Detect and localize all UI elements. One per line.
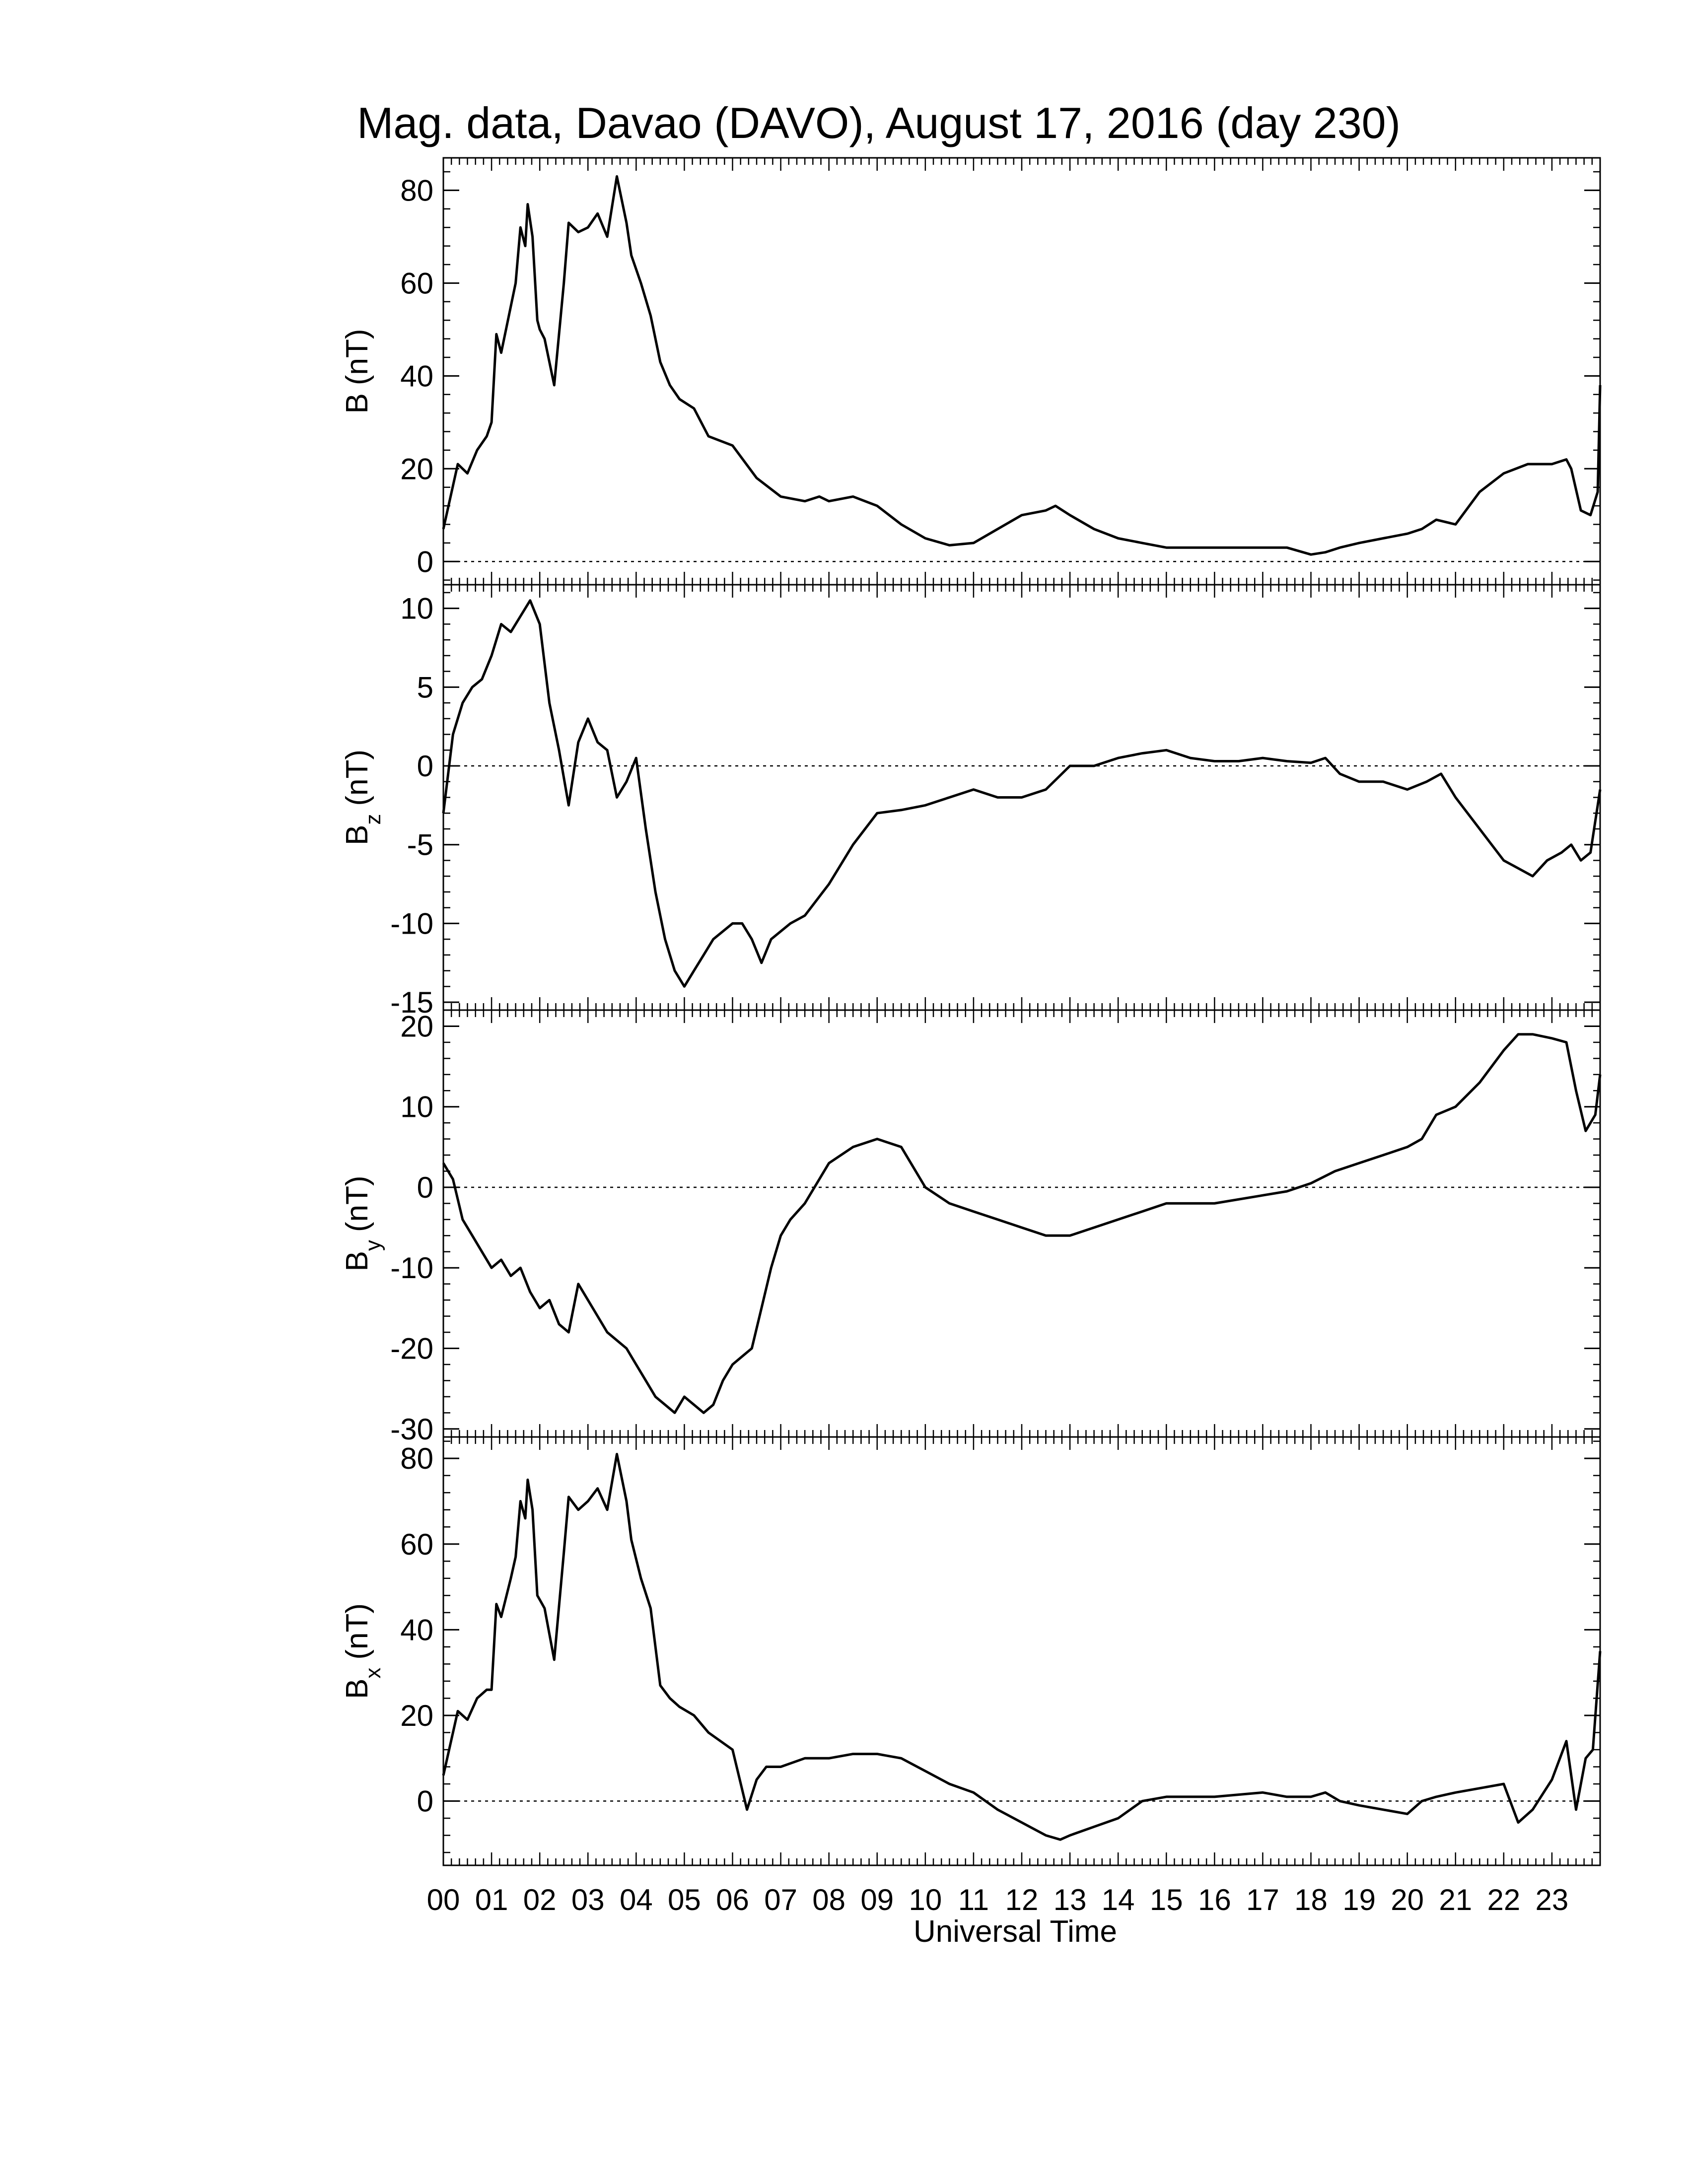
panel-bx: 0 20 40 60 80 Bx(nT) [340, 1436, 1602, 1866]
x-tick-label: 10 [909, 1883, 942, 1916]
x-tick-label: 15 [1150, 1883, 1183, 1916]
y-tick-label: 60 [400, 1528, 433, 1561]
y-tick-label: 0 [417, 1171, 433, 1204]
x-tick-label: 18 [1294, 1883, 1328, 1916]
x-tick-label: 03 [571, 1883, 605, 1916]
y-tick-label: 20 [400, 1010, 433, 1043]
y-axis-label-bx: Bx(nT) [340, 1603, 385, 1699]
y-tick-label: 5 [417, 671, 433, 704]
x-tick-label: 02 [523, 1883, 557, 1916]
y-tick-label: 0 [417, 545, 433, 578]
y-tick-label: -5 [407, 828, 433, 862]
y-tick-label: 60 [400, 267, 433, 300]
series-line-bx [442, 1453, 1602, 1841]
y-axis-label-b: B(nT) [340, 329, 374, 413]
y-tick-label: -10 [390, 1251, 433, 1285]
x-tick-label: 04 [620, 1883, 653, 1916]
y-tick-label: 10 [400, 592, 433, 625]
x-tick-label: 05 [668, 1883, 701, 1916]
y-tick-label: 80 [400, 1442, 433, 1475]
x-tick-label: 07 [764, 1883, 797, 1916]
y-tick-label: -30 [390, 1413, 433, 1446]
panel-by: -30 -20 -10 0 10 20 By(nT) [340, 1009, 1602, 1446]
x-tick-label: 23 [1536, 1883, 1569, 1916]
x-tick-label: 21 [1439, 1883, 1472, 1916]
x-tick-label: 08 [812, 1883, 845, 1916]
series-line-by [442, 1033, 1602, 1414]
x-tick-label: 09 [860, 1883, 894, 1916]
x-tick-label: 14 [1102, 1883, 1135, 1916]
x-tick-label: 22 [1487, 1883, 1520, 1916]
y-axis-label-bz: Bz(nT) [340, 750, 385, 845]
x-tick-label: 20 [1391, 1883, 1424, 1916]
x-tick-label: 19 [1342, 1883, 1376, 1916]
series-line-bz [442, 599, 1602, 988]
y-tick-label: 20 [400, 1699, 433, 1732]
y-tick-label: 0 [417, 1785, 433, 1818]
y-tick-label: -10 [390, 907, 433, 940]
x-axis-label: Universal Time [914, 1914, 1117, 1949]
x-tick-label: 16 [1198, 1883, 1231, 1916]
y-tick-label: 0 [417, 750, 433, 783]
x-tick-label: 06 [716, 1883, 749, 1916]
y-axis-label-by: By(nT) [340, 1175, 385, 1271]
y-tick-label: 20 [400, 452, 433, 485]
panel-b: 0 20 40 60 80 B(nT) [340, 157, 1602, 586]
y-tick-label: -20 [390, 1332, 433, 1365]
x-tick-label: 01 [475, 1883, 508, 1916]
y-tick-label: 10 [400, 1091, 433, 1124]
x-tick-label: 13 [1054, 1883, 1087, 1916]
y-tick-label: -15 [390, 986, 433, 1019]
y-tick-label: 40 [400, 359, 433, 393]
panel-b-frame [442, 157, 1601, 586]
x-axis: 00 01 02 03 04 05 06 07 08 09 10 11 12 13 14 15 16 17 18 19… [427, 1883, 1569, 1916]
y-tick-label: 40 [400, 1613, 433, 1646]
series-line-b [442, 175, 1602, 556]
x-tick-label: 17 [1246, 1883, 1279, 1916]
x-tick-label: 00 [427, 1883, 460, 1916]
x-tick-label: 11 [958, 1883, 989, 1916]
x-tick-label: 12 [1005, 1883, 1039, 1916]
panel-bz: -15 -10 -5 0 5 10 Bz(nT) [340, 584, 1602, 1019]
y-tick-label: 80 [400, 174, 433, 207]
panels: 0 20 40 60 80 B(nT) -15 -10 -5 0 5 10 Bz(nT) -30 -20 -1… [340, 157, 1602, 1866]
chart-title: Mag. data, Davao (DAVO), August 17, 2016… [357, 98, 1401, 147]
panel-by-frame [442, 1009, 1601, 1438]
